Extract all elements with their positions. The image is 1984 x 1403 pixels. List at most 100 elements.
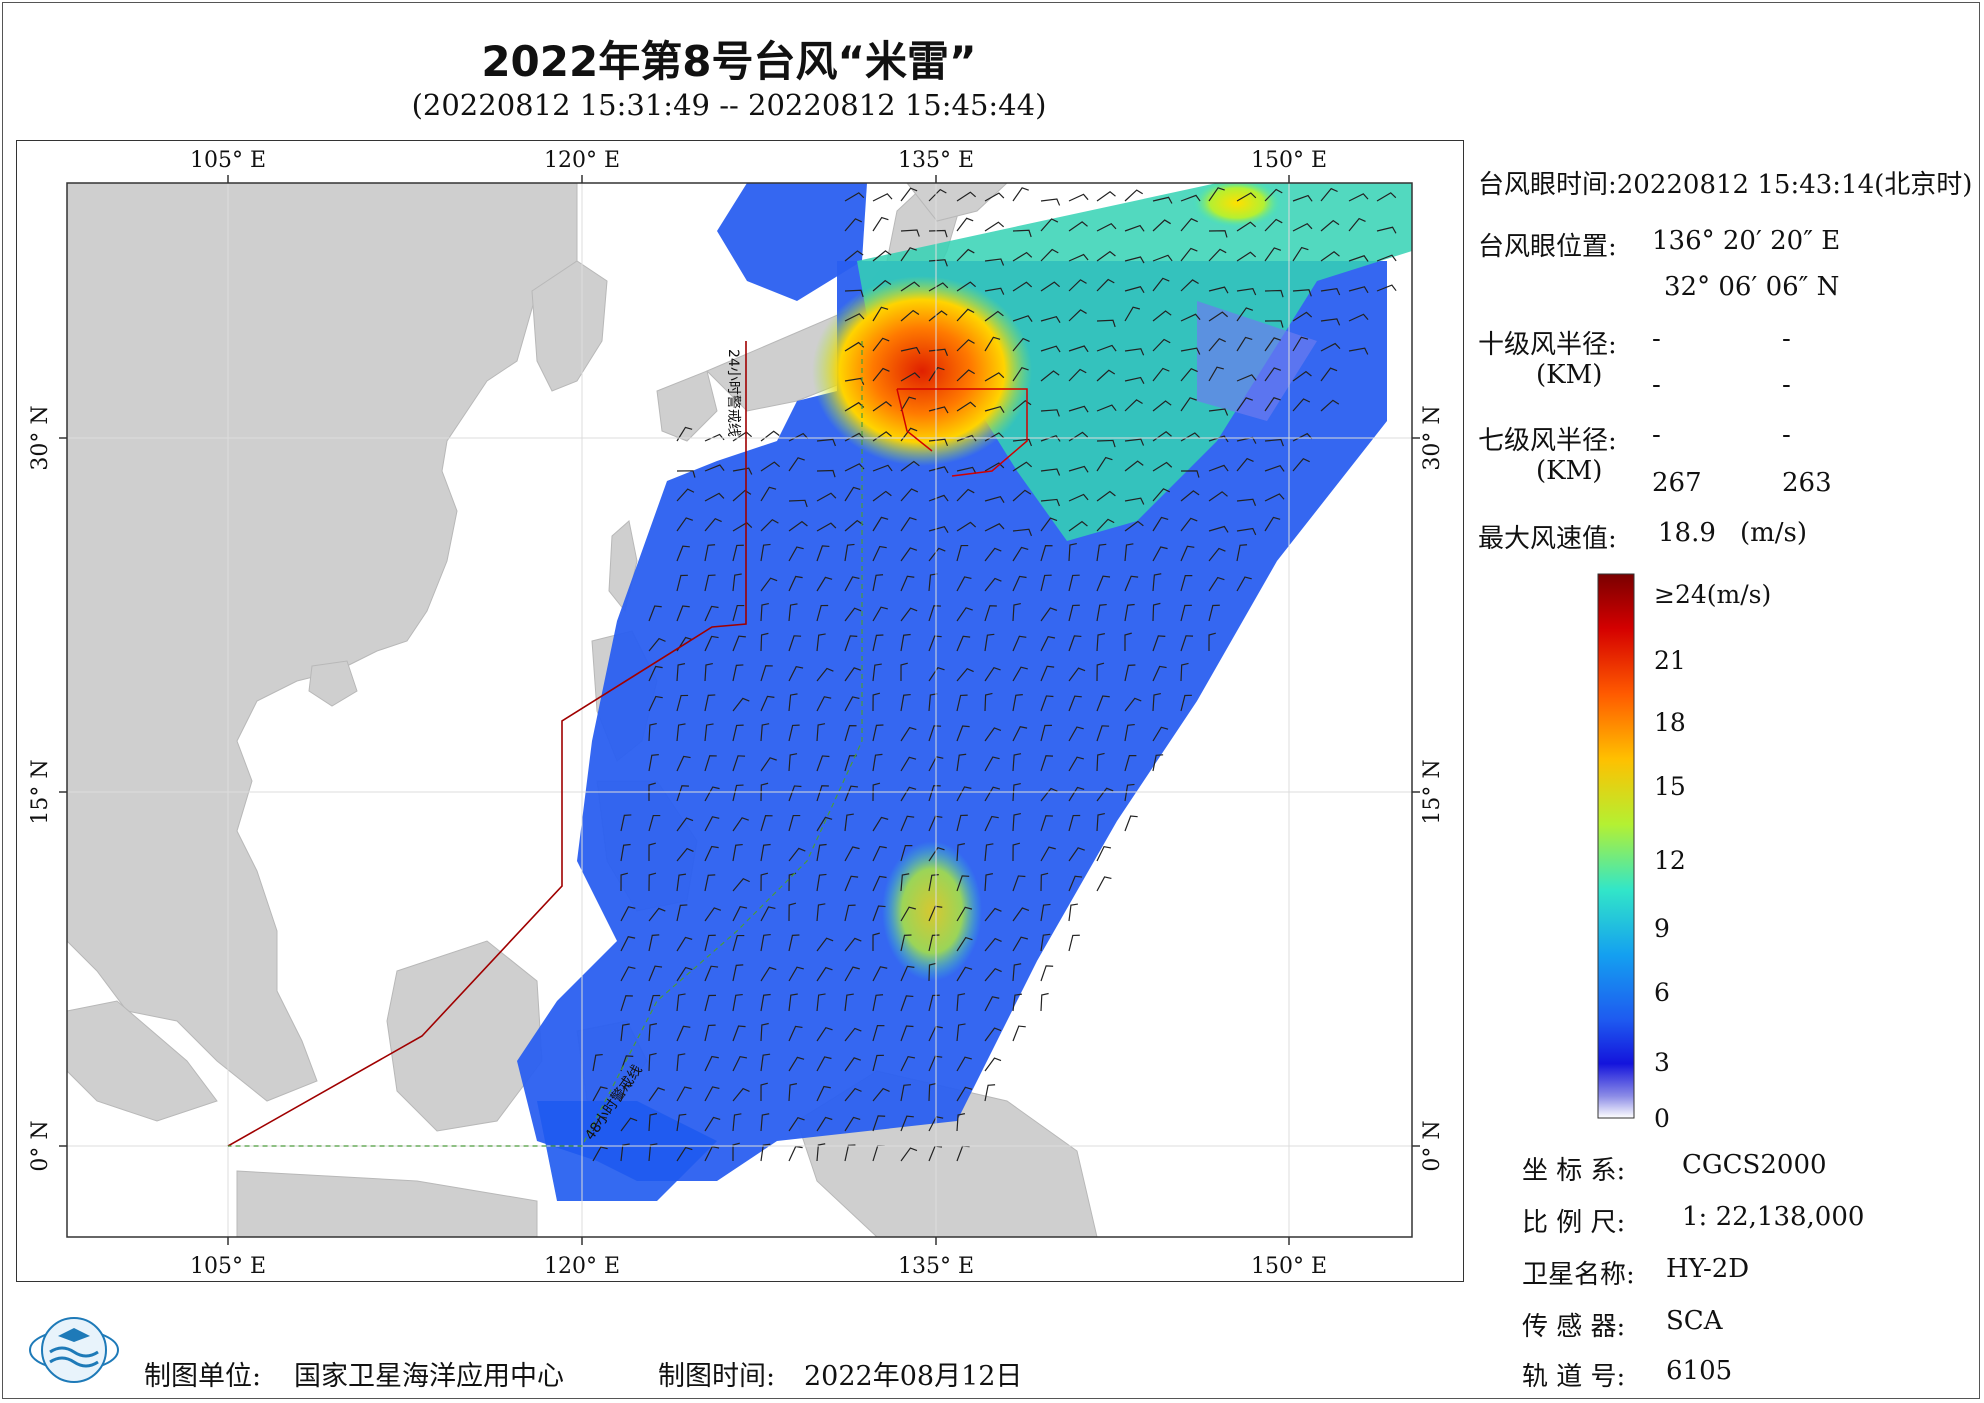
swath-hotspot-south <box>882 841 982 981</box>
wind-barb <box>844 543 855 562</box>
wind-barb <box>984 192 1005 202</box>
wind-barb <box>760 486 777 502</box>
orbit-value: 6105 <box>1666 1356 1733 1386</box>
wind-barb <box>648 722 657 742</box>
wind-barb <box>676 694 689 712</box>
wind-barb <box>1124 497 1145 505</box>
wind-barb <box>1068 903 1078 922</box>
wind-barb <box>984 843 994 862</box>
wind-barb <box>732 784 744 802</box>
wind-barb <box>648 842 656 862</box>
wind-barb <box>956 694 968 712</box>
wind-barb <box>1012 694 1023 712</box>
wind-barb <box>984 996 1000 1012</box>
wind-barb <box>732 877 750 892</box>
java-islands <box>236 1170 538 1237</box>
wind-barb <box>676 785 689 802</box>
wind-barb <box>648 782 656 801</box>
wind-barb <box>984 727 1002 742</box>
wind-barb <box>1012 753 1022 772</box>
wind-barb <box>1040 815 1053 832</box>
wind-barb <box>1152 665 1167 682</box>
map-frame: 24小时警戒线 48小时警戒线 105° E 120° E 135° E 150… <box>16 140 1464 1282</box>
wind-barb <box>788 785 802 802</box>
wind-barb <box>900 575 915 592</box>
wind-barb <box>1292 458 1310 472</box>
wind-barb <box>1124 224 1145 232</box>
wind-barb <box>1040 665 1055 682</box>
wind-barb <box>928 846 945 862</box>
wind-barb <box>928 310 948 322</box>
wind-barb <box>760 966 777 982</box>
japan-kyushu <box>656 370 718 442</box>
wind-barb <box>1040 933 1051 952</box>
wind-barb <box>900 995 914 1012</box>
eye-time-label: 台风眼时间: <box>1478 170 1617 200</box>
lat-tick-left-0: 0° N <box>28 1120 53 1171</box>
wind-barb <box>1292 222 1313 232</box>
wind-barb <box>1040 635 1056 652</box>
wind-barb <box>1040 755 1053 772</box>
wind-barb <box>1376 226 1397 234</box>
wind-barb <box>1320 367 1338 382</box>
wind-barb <box>1264 516 1281 532</box>
eye-time-value: 20220812 15:43:14(北京时) <box>1616 170 1973 200</box>
wind-barb <box>900 906 917 922</box>
wind-barb <box>900 247 917 262</box>
wind-barb <box>1124 723 1135 742</box>
wind-barb <box>900 1147 918 1162</box>
wind-barb <box>704 723 714 742</box>
wind-barb <box>956 875 970 892</box>
wind-barb <box>1096 222 1117 232</box>
wind-barb <box>900 786 917 802</box>
wind-barb <box>676 574 688 592</box>
wind-barb <box>1068 756 1084 772</box>
wind-barb <box>1180 397 1197 412</box>
wind-barb <box>928 994 940 1012</box>
wind-barb <box>1124 575 1139 592</box>
r7-value-4: 263 <box>1782 468 1832 498</box>
wind-barb <box>1040 872 1049 892</box>
wind-barb <box>704 994 716 1012</box>
wind-barb <box>1320 342 1341 352</box>
sumatra <box>67 1000 218 1122</box>
wind-barb <box>1236 221 1257 232</box>
wind-barb <box>1292 336 1309 352</box>
wind-barb <box>676 1053 686 1072</box>
wind-barb <box>1208 604 1220 622</box>
wind-barb <box>620 1023 630 1042</box>
wind-barb <box>1152 516 1169 532</box>
wind-barb <box>704 965 719 982</box>
wind-barb <box>1208 338 1226 352</box>
wind-barb <box>1012 251 1033 262</box>
wind-barb <box>732 1025 746 1042</box>
wind-barb <box>816 522 837 532</box>
wind-barb <box>788 934 800 952</box>
wind-barb <box>1208 230 1228 238</box>
r7-value-1: - <box>1652 420 1661 450</box>
wind-barb <box>788 693 798 712</box>
wind-barb <box>1068 574 1080 592</box>
wind-barb <box>928 815 943 832</box>
wind-barb <box>1208 408 1229 416</box>
wind-barb <box>760 518 779 532</box>
colorbar-label-6: 6 <box>1654 978 1670 1007</box>
wind-barb <box>956 576 972 592</box>
wind-barb <box>816 604 829 622</box>
wind-barb <box>1320 187 1338 202</box>
wind-barb <box>956 607 973 622</box>
wind-barb <box>648 1087 665 1102</box>
wind-barb <box>816 1026 833 1042</box>
wind-barb <box>1264 337 1281 352</box>
wind-barb <box>788 1116 805 1132</box>
wind-barb <box>1068 814 1081 832</box>
wind-barb <box>816 545 830 562</box>
nsoas-logo-icon <box>29 1317 119 1383</box>
wind-barb <box>788 635 802 652</box>
wind-barb <box>760 632 769 652</box>
wind-barb <box>1180 662 1189 682</box>
colorbar-label-21: 21 <box>1654 646 1686 675</box>
warning-line-24h-label: 24小时警戒线 <box>725 349 741 437</box>
wind-barb <box>956 488 975 502</box>
wind-barb <box>1208 525 1229 533</box>
